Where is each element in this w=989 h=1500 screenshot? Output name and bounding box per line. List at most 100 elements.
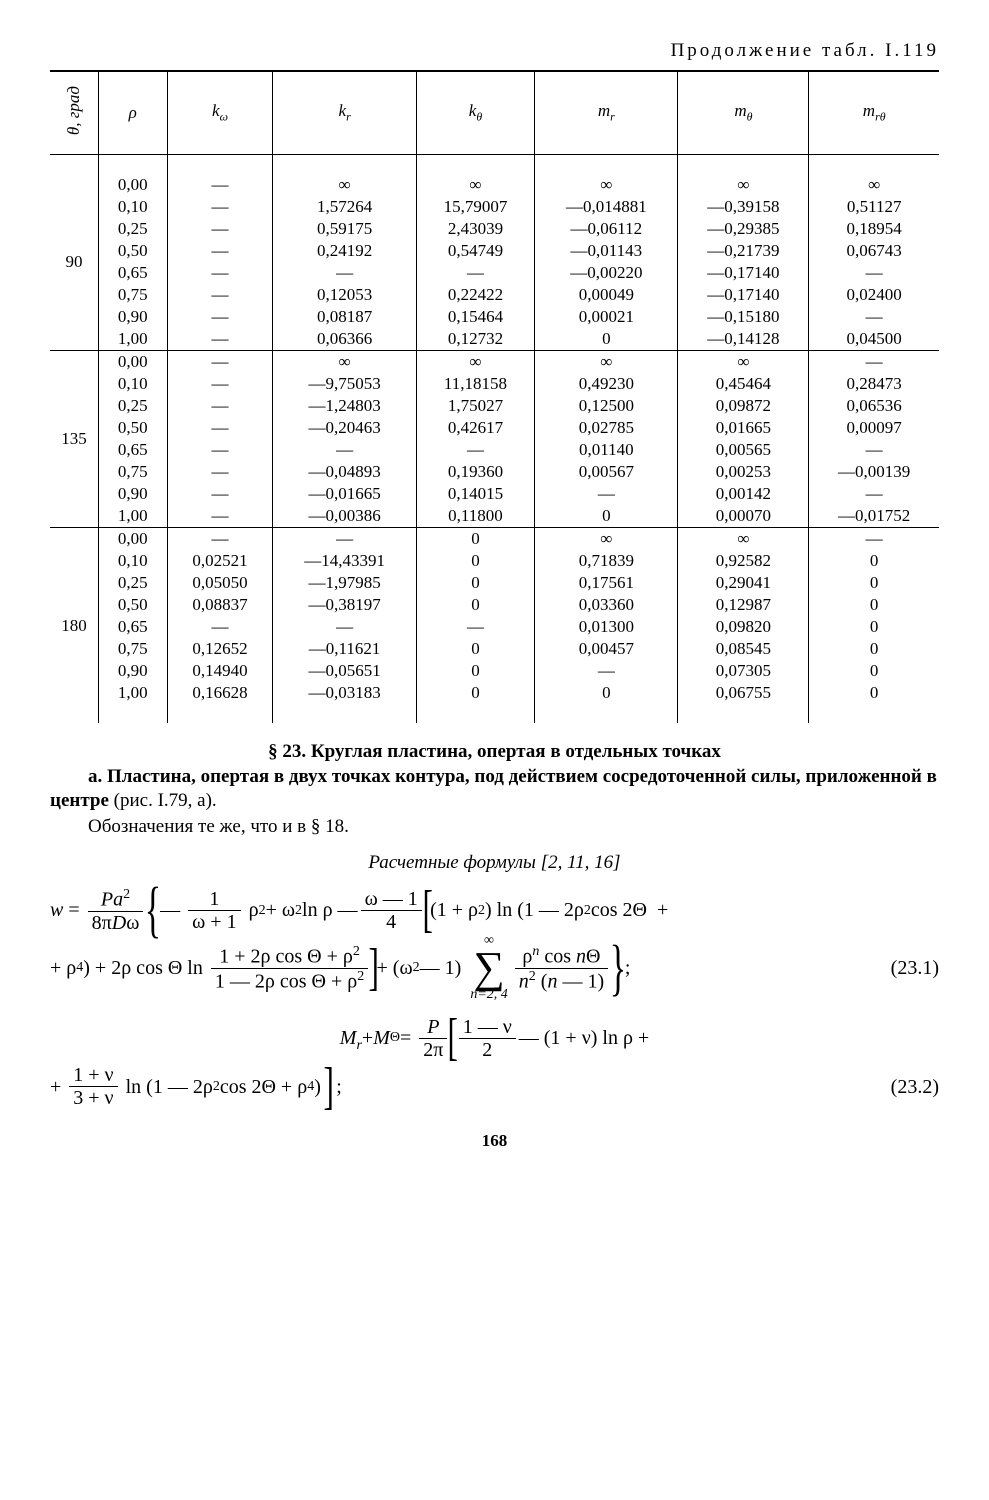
cell-mt: —0,14128 xyxy=(678,328,809,351)
cell-mr: 0,01300 xyxy=(535,616,678,638)
cell-mt: 0,00565 xyxy=(678,439,809,461)
cell-kr: —0,04893 xyxy=(273,461,416,483)
cell-kt: 0 xyxy=(416,550,534,572)
col-rho: ρ xyxy=(99,71,168,155)
cell-rho: 1,00 xyxy=(99,328,168,351)
cell-kt: 0 xyxy=(416,638,534,660)
cell-kr: — xyxy=(273,528,416,551)
cell-mt: 0,01665 xyxy=(678,417,809,439)
cell-mrt: —0,00139 xyxy=(809,461,939,483)
cell-rho: 0,75 xyxy=(99,461,168,483)
cell-mr: 0,71839 xyxy=(535,550,678,572)
cell-kt: 0 xyxy=(416,594,534,616)
cell-mt: 0,45464 xyxy=(678,373,809,395)
theta-cell: 90 xyxy=(50,155,99,351)
table-row: 1350,00—∞∞∞∞— xyxy=(50,351,939,374)
cell-kt: 0,19360 xyxy=(416,461,534,483)
cell-mrt: — xyxy=(809,262,939,284)
cell-rho: 0,00 xyxy=(99,351,168,374)
cell-mt: 0,09820 xyxy=(678,616,809,638)
cell-mrt: 0,28473 xyxy=(809,373,939,395)
cell-kw: — xyxy=(167,240,273,262)
cell-mr: 0,17561 xyxy=(535,572,678,594)
cell-kw: 0,02521 xyxy=(167,550,273,572)
cell-kr: —0,01665 xyxy=(273,483,416,505)
equation-23-2: Mr + MΘ = P2π [ 1 — ν2 — (1 + ν) ln ρ + … xyxy=(50,1014,939,1111)
cell-mr: 0,12500 xyxy=(535,395,678,417)
cell-mr: — xyxy=(535,483,678,505)
col-kr: kr xyxy=(273,71,416,155)
cell-kw: — xyxy=(167,616,273,638)
cell-kr: —9,75053 xyxy=(273,373,416,395)
cell-mr: 0 xyxy=(535,682,678,723)
cell-mr: 0,01140 xyxy=(535,439,678,461)
cell-kr: ∞ xyxy=(273,155,416,197)
cell-kw: — xyxy=(167,373,273,395)
cell-rho: 0,25 xyxy=(99,218,168,240)
cell-mrt: 0,00097 xyxy=(809,417,939,439)
cell-kt: 0,54749 xyxy=(416,240,534,262)
cell-rho: 0,65 xyxy=(99,439,168,461)
cell-kt: — xyxy=(416,262,534,284)
cell-kw: — xyxy=(167,439,273,461)
table-row: 0,75——0,048930,193600,005670,00253—0,001… xyxy=(50,461,939,483)
equation-23-1-number: (23.1) xyxy=(881,944,939,992)
equation-23-1: w = Pa28πDω { — 1ω + 1 ρ2 + ω2 ln ρ — ω … xyxy=(50,886,939,1002)
col-mt: mθ xyxy=(678,71,809,155)
cell-kt: 11,18158 xyxy=(416,373,534,395)
cell-kw: — xyxy=(167,306,273,328)
cell-rho: 0,50 xyxy=(99,594,168,616)
table-row: 0,25—0,591752,43039—0,06112—0,293850,189… xyxy=(50,218,939,240)
cell-kt: 1,75027 xyxy=(416,395,534,417)
cell-rho: 0,25 xyxy=(99,395,168,417)
cell-kr: —0,20463 xyxy=(273,417,416,439)
cell-kr: — xyxy=(273,439,416,461)
table-row: 1,00—0,063660,127320—0,141280,04500 xyxy=(50,328,939,351)
cell-mt: 0,00253 xyxy=(678,461,809,483)
cell-mr: ∞ xyxy=(535,528,678,551)
cell-mrt: 0,02400 xyxy=(809,284,939,306)
cell-kr: 0,12053 xyxy=(273,284,416,306)
table-row: 1,00——0,003860,1180000,00070—0,01752 xyxy=(50,505,939,528)
table-row: 0,900,14940—0,056510—0,073050 xyxy=(50,660,939,682)
cell-rho: 0,50 xyxy=(99,240,168,262)
cell-mrt: — xyxy=(809,351,939,374)
cell-kw: 0,16628 xyxy=(167,682,273,723)
cell-mt: —0,15180 xyxy=(678,306,809,328)
cell-kt: 15,79007 xyxy=(416,196,534,218)
cell-kw: — xyxy=(167,528,273,551)
table-row: 0,65———0,013000,098200 xyxy=(50,616,939,638)
cell-kw: — xyxy=(167,328,273,351)
page-number: 168 xyxy=(50,1131,939,1151)
cell-kt: — xyxy=(416,439,534,461)
cell-mrt: — xyxy=(809,439,939,461)
cell-mt: 0,00070 xyxy=(678,505,809,528)
cell-kt: — xyxy=(416,616,534,638)
cell-kr: —0,00386 xyxy=(273,505,416,528)
cell-rho: 0,00 xyxy=(99,155,168,197)
cell-mrt: 0 xyxy=(809,594,939,616)
cell-kw: — xyxy=(167,196,273,218)
cell-mr: —0,00220 xyxy=(535,262,678,284)
cell-mr: —0,01143 xyxy=(535,240,678,262)
cell-rho: 0,75 xyxy=(99,284,168,306)
cell-mrt: 0,06743 xyxy=(809,240,939,262)
cell-kr: — xyxy=(273,616,416,638)
cell-mrt: —0,01752 xyxy=(809,505,939,528)
cell-kt: 0,12732 xyxy=(416,328,534,351)
col-mrt: mrθ xyxy=(809,71,939,155)
cell-kw: 0,12652 xyxy=(167,638,273,660)
cell-kr: —14,43391 xyxy=(273,550,416,572)
cell-kt: ∞ xyxy=(416,155,534,197)
cell-mr: ∞ xyxy=(535,351,678,374)
cell-mr: — xyxy=(535,660,678,682)
cell-kr: ∞ xyxy=(273,351,416,374)
theta-cell: 135 xyxy=(50,351,99,528)
table-row: 900,00—∞∞∞∞∞ xyxy=(50,155,939,197)
cell-mt: —0,17140 xyxy=(678,284,809,306)
table-continuation-label: Продолжение табл. I.119 xyxy=(50,40,939,62)
table-row: 0,90—0,081870,154640,00021—0,15180— xyxy=(50,306,939,328)
cell-kr: 0,06366 xyxy=(273,328,416,351)
cell-mrt: 0,18954 xyxy=(809,218,939,240)
cell-mt: 0,08545 xyxy=(678,638,809,660)
